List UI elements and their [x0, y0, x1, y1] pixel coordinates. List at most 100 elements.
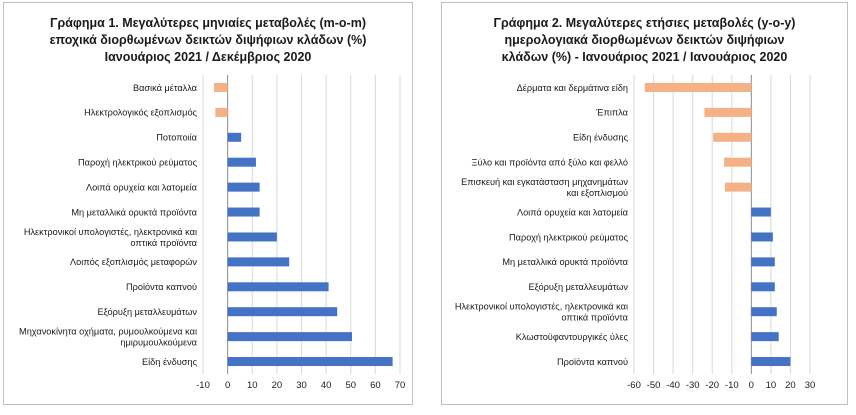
- category-label: Λοιπά ορυχεία και λατομεία: [86, 182, 198, 192]
- category-label: Λοιπός εξοπλισμός μεταφορών: [70, 257, 197, 267]
- category-label-line: Λοιπός εξοπλισμός μεταφορών: [70, 257, 197, 267]
- bar-chart-1: Βασικά μέταλλα Ηλεκτρολογικός εξοπλισμός Π…: [19, 75, 406, 391]
- bar: [751, 307, 777, 317]
- x-tick-label: -10: [725, 380, 739, 391]
- x-tick-label: -30: [686, 380, 700, 391]
- x-tick-label: -50: [647, 380, 661, 391]
- category-label-line: Εξόρυξη μεταλλευμάτων: [528, 282, 628, 292]
- bar: [644, 82, 752, 92]
- category-label: Ηλεκτρονικοί υπολογιστές, ηλεκτρονικά κα…: [455, 302, 629, 323]
- category-label: Προϊόντα καπνού: [557, 357, 628, 367]
- x-tick-label: 0: [225, 380, 230, 391]
- category-label: Μη μεταλλικά ορυκτά προϊόντα: [502, 257, 628, 267]
- category-label: Έπιπλα: [595, 108, 628, 118]
- x-tick-label: -10: [196, 380, 210, 391]
- category-label: Παροχή ηλεκτρικού ρεύματος: [78, 158, 198, 168]
- category-label-line: ημιρυμουλκούμενα: [120, 337, 197, 347]
- category-label-line: Δέρματα και δερμάτινα είδη: [517, 83, 628, 93]
- chart-title-2: Γράφημα 2. Μεγαλύτερες ετήσιες μεταβολές…: [442, 15, 847, 66]
- bar: [713, 132, 752, 142]
- x-tick-label: -60: [627, 380, 641, 391]
- bar: [751, 207, 771, 217]
- category-label: Δέρματα και δερμάτινα είδη: [517, 83, 628, 93]
- category-label-line: Ηλεκτρονικοί υπολογιστές, ηλεκτρονικά κα…: [24, 227, 197, 237]
- chart-panel-1: Γράφημα 1. Μεγαλύτερες μηνιαίες μεταβολέ…: [3, 2, 413, 405]
- x-tick-label: 10: [766, 380, 777, 391]
- x-tick-label: 40: [321, 380, 332, 391]
- bar: [227, 282, 329, 292]
- x-tick-label: -40: [666, 380, 680, 391]
- x-tick-label: 50: [345, 380, 356, 391]
- bar: [227, 232, 277, 242]
- bar: [227, 357, 393, 367]
- category-label: Παροχή ηλεκτρικού ρεύματος: [509, 232, 629, 242]
- category-label-line: Προϊόντα καπνού: [557, 357, 628, 367]
- x-tick-label: 30: [805, 380, 816, 391]
- category-label-line: Λοιπά ορυχεία και λατομεία: [86, 182, 198, 192]
- category-label: Επισκευή και εγκατάσταση μηχανημάτων και …: [461, 177, 628, 198]
- category-label-line: Ποτοποιία: [156, 133, 197, 143]
- category-label: Μηχανοκίνητα οχήματα, ρυμουλκούμενα και η…: [19, 326, 198, 347]
- bar: [227, 332, 352, 342]
- bar: [227, 182, 260, 192]
- category-label-line: οπτικά προϊόντα: [561, 313, 628, 323]
- category-label-line: Λοιπά ορυχεία και λατομεία: [517, 207, 629, 217]
- x-tick-label: 20: [785, 380, 796, 391]
- category-label: Εξόρυξη μεταλλευμάτων: [528, 282, 628, 292]
- x-tick-label: 0: [749, 380, 754, 391]
- bar: [215, 107, 228, 117]
- category-label-line: Μηχανοκίνητα οχήματα, ρυμουλκούμενα και: [19, 326, 197, 336]
- bar: [214, 82, 228, 92]
- category-label: Βασικά μέταλλα: [133, 83, 198, 93]
- category-label-line: Ξύλο και προϊόντα από ξύλο και φελλό: [472, 158, 628, 168]
- category-label-line: Ηλεκτρονικοί υπολογιστές, ηλεκτρονικά κα…: [455, 302, 628, 312]
- category-label-line: Προϊόντα καπνού: [126, 282, 197, 292]
- x-tick-label: 10: [247, 380, 258, 391]
- category-label-line: Ηλεκτρολογικός εξοπλισμός: [84, 108, 197, 118]
- bar: [227, 157, 256, 167]
- chart-title-1-line-2: εποχικά διορθωμένων δεικτών διψήφιων κλά…: [49, 33, 367, 47]
- chart-title-2-line-3: κλάδων (%) - Ιανουάριος 2021 / Ιανουάριο…: [501, 50, 788, 64]
- x-tick-label: 20: [272, 380, 283, 391]
- x-tick-label: 30: [296, 380, 307, 391]
- category-label: Ποτοποιία: [156, 133, 197, 143]
- bar: [704, 107, 752, 117]
- category-label-line: Βασικά μέταλλα: [133, 83, 198, 93]
- bar: [751, 282, 775, 292]
- bar: [227, 207, 260, 217]
- bar-chart-2: Δέρματα και δερμάτινα είδη Έπιπλα Είδη ένδ…: [455, 75, 816, 391]
- category-label: Μη μεταλλικά ορυκτά προϊόντα: [71, 207, 197, 217]
- bar: [751, 232, 773, 242]
- category-label-line: Παροχή ηλεκτρικού ρεύματος: [509, 232, 629, 242]
- category-label: Είδη ένδυσης: [573, 133, 629, 143]
- category-label: Ηλεκτρονικοί υπολογιστές, ηλεκτρονικά κα…: [24, 227, 198, 248]
- category-label-line: Είδη ένδυσης: [573, 133, 629, 143]
- bar: [227, 132, 242, 142]
- bar: [227, 257, 290, 267]
- category-label: Κλωστοϋφαντουργικές ύλες: [516, 332, 629, 342]
- category-label-line: Κλωστοϋφαντουργικές ύλες: [516, 332, 629, 342]
- category-label-line: Εξόρυξη μεταλλευμάτων: [97, 307, 197, 317]
- category-label-line: Έπιπλα: [595, 108, 628, 118]
- chart-panel-2: Γράφημα 2. Μεγαλύτερες ετήσιες μεταβολές…: [441, 2, 848, 405]
- chart-title-2-line-2: ημερολογιακά διορθωμένων δεικτών διψήφιω…: [504, 33, 785, 47]
- x-tick-label: 70: [395, 380, 406, 391]
- chart-title-1-line-1: Γράφημα 1. Μεγαλύτερες μηνιαίες μεταβολέ…: [50, 16, 366, 30]
- category-label: Ηλεκτρολογικός εξοπλισμός: [84, 108, 197, 118]
- bar: [724, 182, 752, 192]
- category-label-line: Μη μεταλλικά ορυκτά προϊόντα: [71, 207, 197, 217]
- chart-title-2-line-1: Γράφημα 2. Μεγαλύτερες ετήσιες μεταβολές…: [493, 16, 796, 30]
- category-label: Ξύλο και προϊόντα από ξύλο και φελλό: [472, 158, 628, 168]
- bar: [751, 257, 775, 267]
- x-tick-label: -20: [705, 380, 719, 391]
- category-label-line: και εξοπλισμού: [567, 188, 628, 198]
- category-label: Εξόρυξη μεταλλευμάτων: [97, 307, 197, 317]
- chart-title-1-line-3: Ιανουάριος 2021 / Δεκέμβριος 2020: [104, 50, 312, 64]
- category-label: Λοιπά ορυχεία και λατομεία: [517, 207, 629, 217]
- bar: [751, 357, 791, 367]
- x-tick-label: 60: [370, 380, 381, 391]
- category-label: Είδη ένδυσης: [142, 357, 198, 367]
- category-label: Προϊόντα καπνού: [126, 282, 197, 292]
- category-label-line: Μη μεταλλικά ορυκτά προϊόντα: [502, 257, 628, 267]
- category-label-line: Παροχή ηλεκτρικού ρεύματος: [78, 158, 198, 168]
